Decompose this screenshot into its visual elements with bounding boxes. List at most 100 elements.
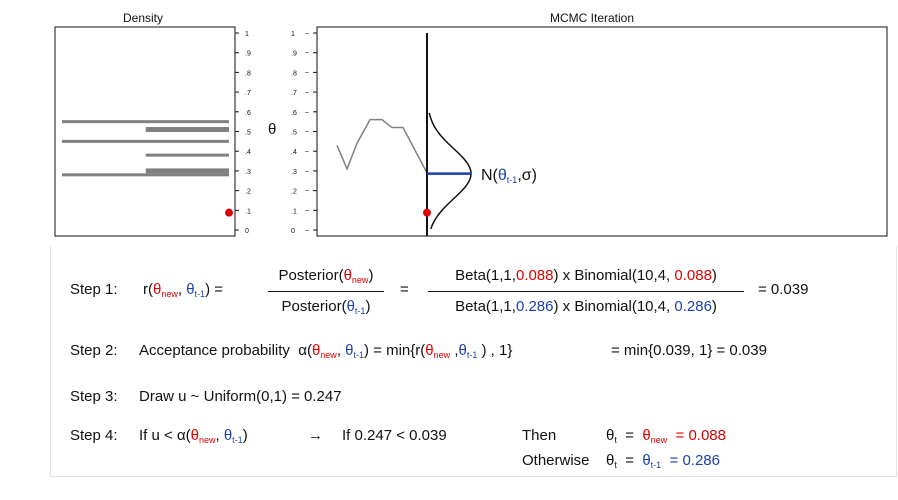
mcmc-tick-dash: – (305, 50, 309, 57)
step1-posterior-new: Posterior(θnew) (268, 267, 384, 285)
step1-theta-new: θ (153, 281, 162, 298)
step4-arrow: → (308, 427, 323, 444)
step2-comma: , (336, 342, 341, 359)
equation-box (50, 246, 897, 477)
step2-sub-old2: t-1 (466, 350, 478, 360)
binom-old-prefix: ) x Binomial(10,4, (553, 298, 675, 315)
density-bar (62, 139, 229, 143)
density-bar (145, 153, 229, 157)
density-tick-label: .4 (245, 149, 251, 156)
step2-sub-new2: new (433, 350, 451, 360)
step4-sub-old: t-1 (232, 435, 243, 445)
step1-r: r(θnew, θt-1) = (143, 281, 223, 299)
step1-comma: , (177, 281, 183, 298)
otherwise-theta-t: θ (606, 452, 615, 469)
mcmc-tick-label: .6 (291, 110, 297, 117)
mcmc-tick-dash: – (305, 129, 309, 136)
posterior-new-close: ) (368, 267, 374, 284)
otherwise-eq: = (625, 452, 634, 469)
posterior-old-theta: θ (346, 298, 355, 315)
step1-sub-old: t-1 (194, 289, 206, 299)
mcmc-tick-label: .8 (291, 70, 297, 77)
otherwise-sub-old: t-1 (650, 460, 662, 470)
mcmc-axis: 0 – .1 – .2 – .3 – .4 – .5 – .6 – .7 – .8 – .9 – 1 – (291, 30, 317, 235)
step2-sub-new: new (320, 350, 337, 360)
mcmc-tick-label: .5 (291, 130, 297, 137)
step2-end: ) , 1} (477, 342, 513, 359)
otherwise-theta-old: θ (642, 452, 651, 469)
posterior-old-close: ) (365, 298, 371, 315)
density-tick-label: .5 (245, 130, 251, 137)
step2-theta-new: θ (311, 342, 321, 359)
density-tick-label: .6 (245, 110, 251, 117)
density-tick-label: .1 (245, 208, 251, 215)
mcmc-tick-label: .3 (291, 169, 297, 176)
then-theta-t: θ (606, 427, 615, 444)
then-new-val: = 0.088 (675, 427, 726, 444)
beta-old-val: 0.286 (515, 298, 554, 315)
step4-comma: , (215, 427, 220, 444)
step4-if-u-text: If u < (139, 427, 173, 444)
mcmc-title: MCMC Iteration (550, 11, 635, 25)
step3-label: Step 3: (70, 388, 118, 405)
density-tick-label: .9 (245, 51, 251, 58)
step4-close: ) (242, 427, 248, 444)
binom-old-close: ) (711, 298, 717, 315)
proposal-label-suffix: ,σ) (517, 167, 537, 184)
mcmc-tick-dash: – (305, 69, 309, 76)
posterior-old-sub: t-1 (354, 306, 366, 316)
otherwise-sub-t: t (614, 460, 617, 470)
mcmc-tick-label: .4 (291, 149, 297, 156)
binom-new-close: ) (711, 267, 717, 284)
step1-equals: = (400, 281, 409, 298)
step2-sub-old: t-1 (353, 350, 365, 360)
proposal-sub: t-1 (506, 175, 518, 185)
mcmc-panel-frame (316, 26, 888, 237)
step3-text: Draw u ~ Uniform(0,1) = 0.247 (139, 388, 342, 405)
beta-new-val: 0.088 (515, 267, 554, 284)
step4-then: Then (522, 427, 557, 444)
mcmc-tick-label: .1 (291, 208, 297, 215)
step4-theta-new: θ (190, 427, 199, 444)
step4-label: Step 4: (70, 427, 118, 444)
proposal-label-prefix: N( (481, 167, 498, 184)
mcmc-tick-dash: – (305, 188, 309, 195)
theta-axis-label: θ (268, 121, 277, 138)
mcmc-tick-label: .9 (291, 51, 297, 58)
step2-mid: ) = min{r( (364, 342, 426, 359)
mcmc-tick-label: 0 (291, 228, 295, 235)
step2-theta-new2: θ (425, 342, 434, 359)
density-tick-label: .3 (245, 169, 251, 176)
step1-result: = 0.039 (758, 281, 809, 298)
density-bar (62, 120, 229, 124)
step1-r-open: r( (143, 281, 153, 298)
fraction-line-1 (268, 291, 384, 292)
step1-sub-new: new (161, 289, 178, 299)
step2-label: Step 2: (70, 342, 118, 359)
step2-rest: = min{0.039, 1} = 0.039 (611, 342, 767, 359)
mcmc-tick-label: .7 (291, 90, 297, 97)
binom-new-val: 0.088 (674, 267, 712, 284)
mcmc-tick-dash: – (305, 168, 309, 175)
step4-then-eq: θt = θnew = 0.088 (606, 427, 726, 445)
step1-close-eq: ) = (205, 281, 223, 298)
step4-theta-old: θ (223, 427, 233, 444)
step2-comma2: , (454, 342, 459, 359)
then-theta-new: θ (642, 427, 651, 444)
step2-theta-old: θ (345, 342, 354, 359)
then-eq: = (625, 427, 634, 444)
density-axis: 0 .1 .2 .3 .4 .5 .6 .7 .8 .9 1 (235, 31, 251, 235)
density-bar (62, 173, 229, 177)
density-bar (145, 168, 229, 174)
proposal-curve (428, 112, 472, 230)
step1-label: Step 1: (70, 281, 118, 298)
posterior-new-label: Posterior( (278, 267, 344, 284)
step4-sub-new: new (198, 435, 216, 445)
trace-line (336, 118, 428, 174)
binom-old-val: 0.286 (674, 298, 712, 315)
trace (336, 118, 428, 174)
step4-otherwise-eq: θt = θt-1 = 0.286 (606, 452, 720, 470)
mcmc-tick-dash: – (305, 227, 309, 234)
density-current-point (225, 208, 233, 217)
density-tick-label: 1 (245, 31, 249, 38)
